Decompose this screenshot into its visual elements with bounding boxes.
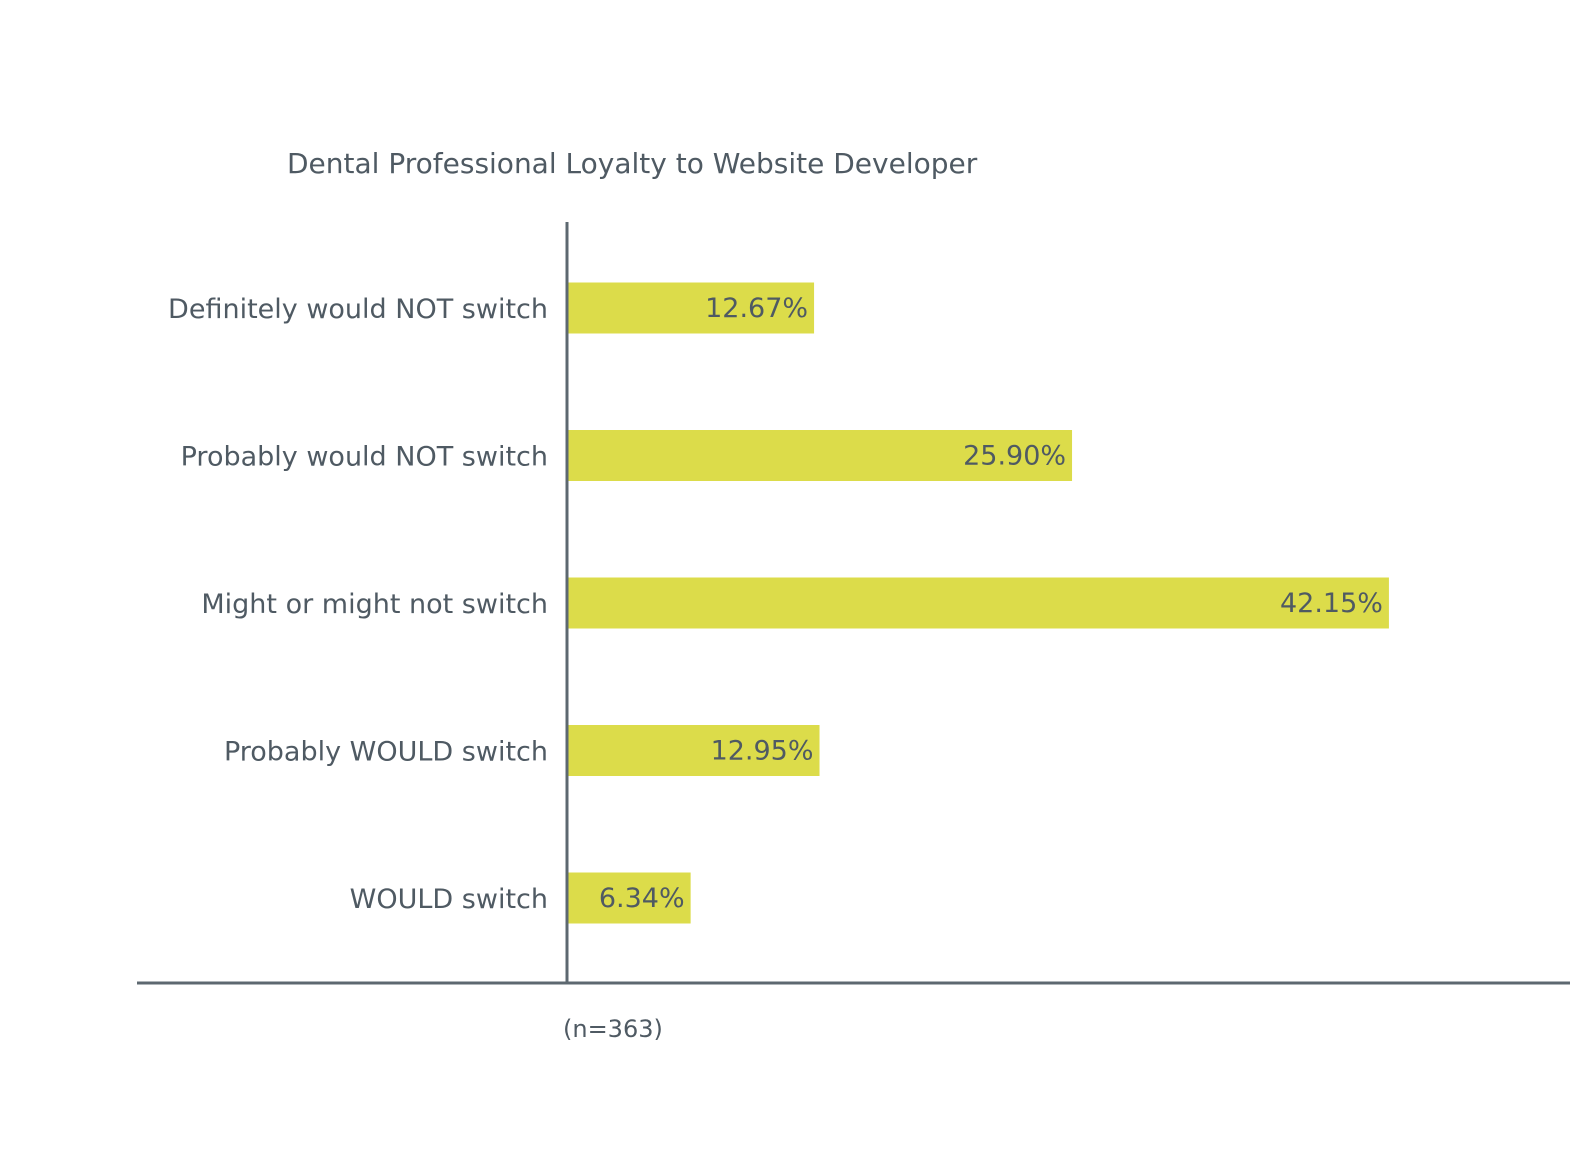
value-label-1: 12.67%	[705, 293, 808, 324]
category-label-5: WOULD switch	[350, 884, 548, 915]
value-label-3: 42.15%	[1280, 588, 1383, 619]
bar-5	[567, 872, 691, 924]
category-label-2: Probably would NOT switch	[181, 442, 548, 473]
category-labels-layer: Definitely would NOT switch Probably woul…	[168, 294, 548, 915]
bar-1	[567, 282, 815, 334]
category-label-4: Probably WOULD switch	[224, 737, 548, 768]
bar-4	[567, 725, 820, 776]
value-label-2: 25.90%	[963, 441, 1066, 472]
category-label-3: Might or might not switch	[201, 589, 548, 620]
sample-size-note: (n=363)	[563, 1015, 663, 1043]
chart-title: Dental Professional Loyalty to Website D…	[287, 147, 978, 180]
value-labels-layer: 12.67% 25.90% 42.15% 12.95% 6.34%	[599, 293, 1383, 914]
bar-2	[567, 430, 1073, 481]
bars-layer	[567, 282, 1389, 924]
bar-3	[567, 577, 1389, 629]
value-label-4: 12.95%	[711, 736, 814, 767]
category-label-1: Definitely would NOT switch	[168, 294, 548, 325]
value-label-5: 6.34%	[599, 883, 685, 914]
